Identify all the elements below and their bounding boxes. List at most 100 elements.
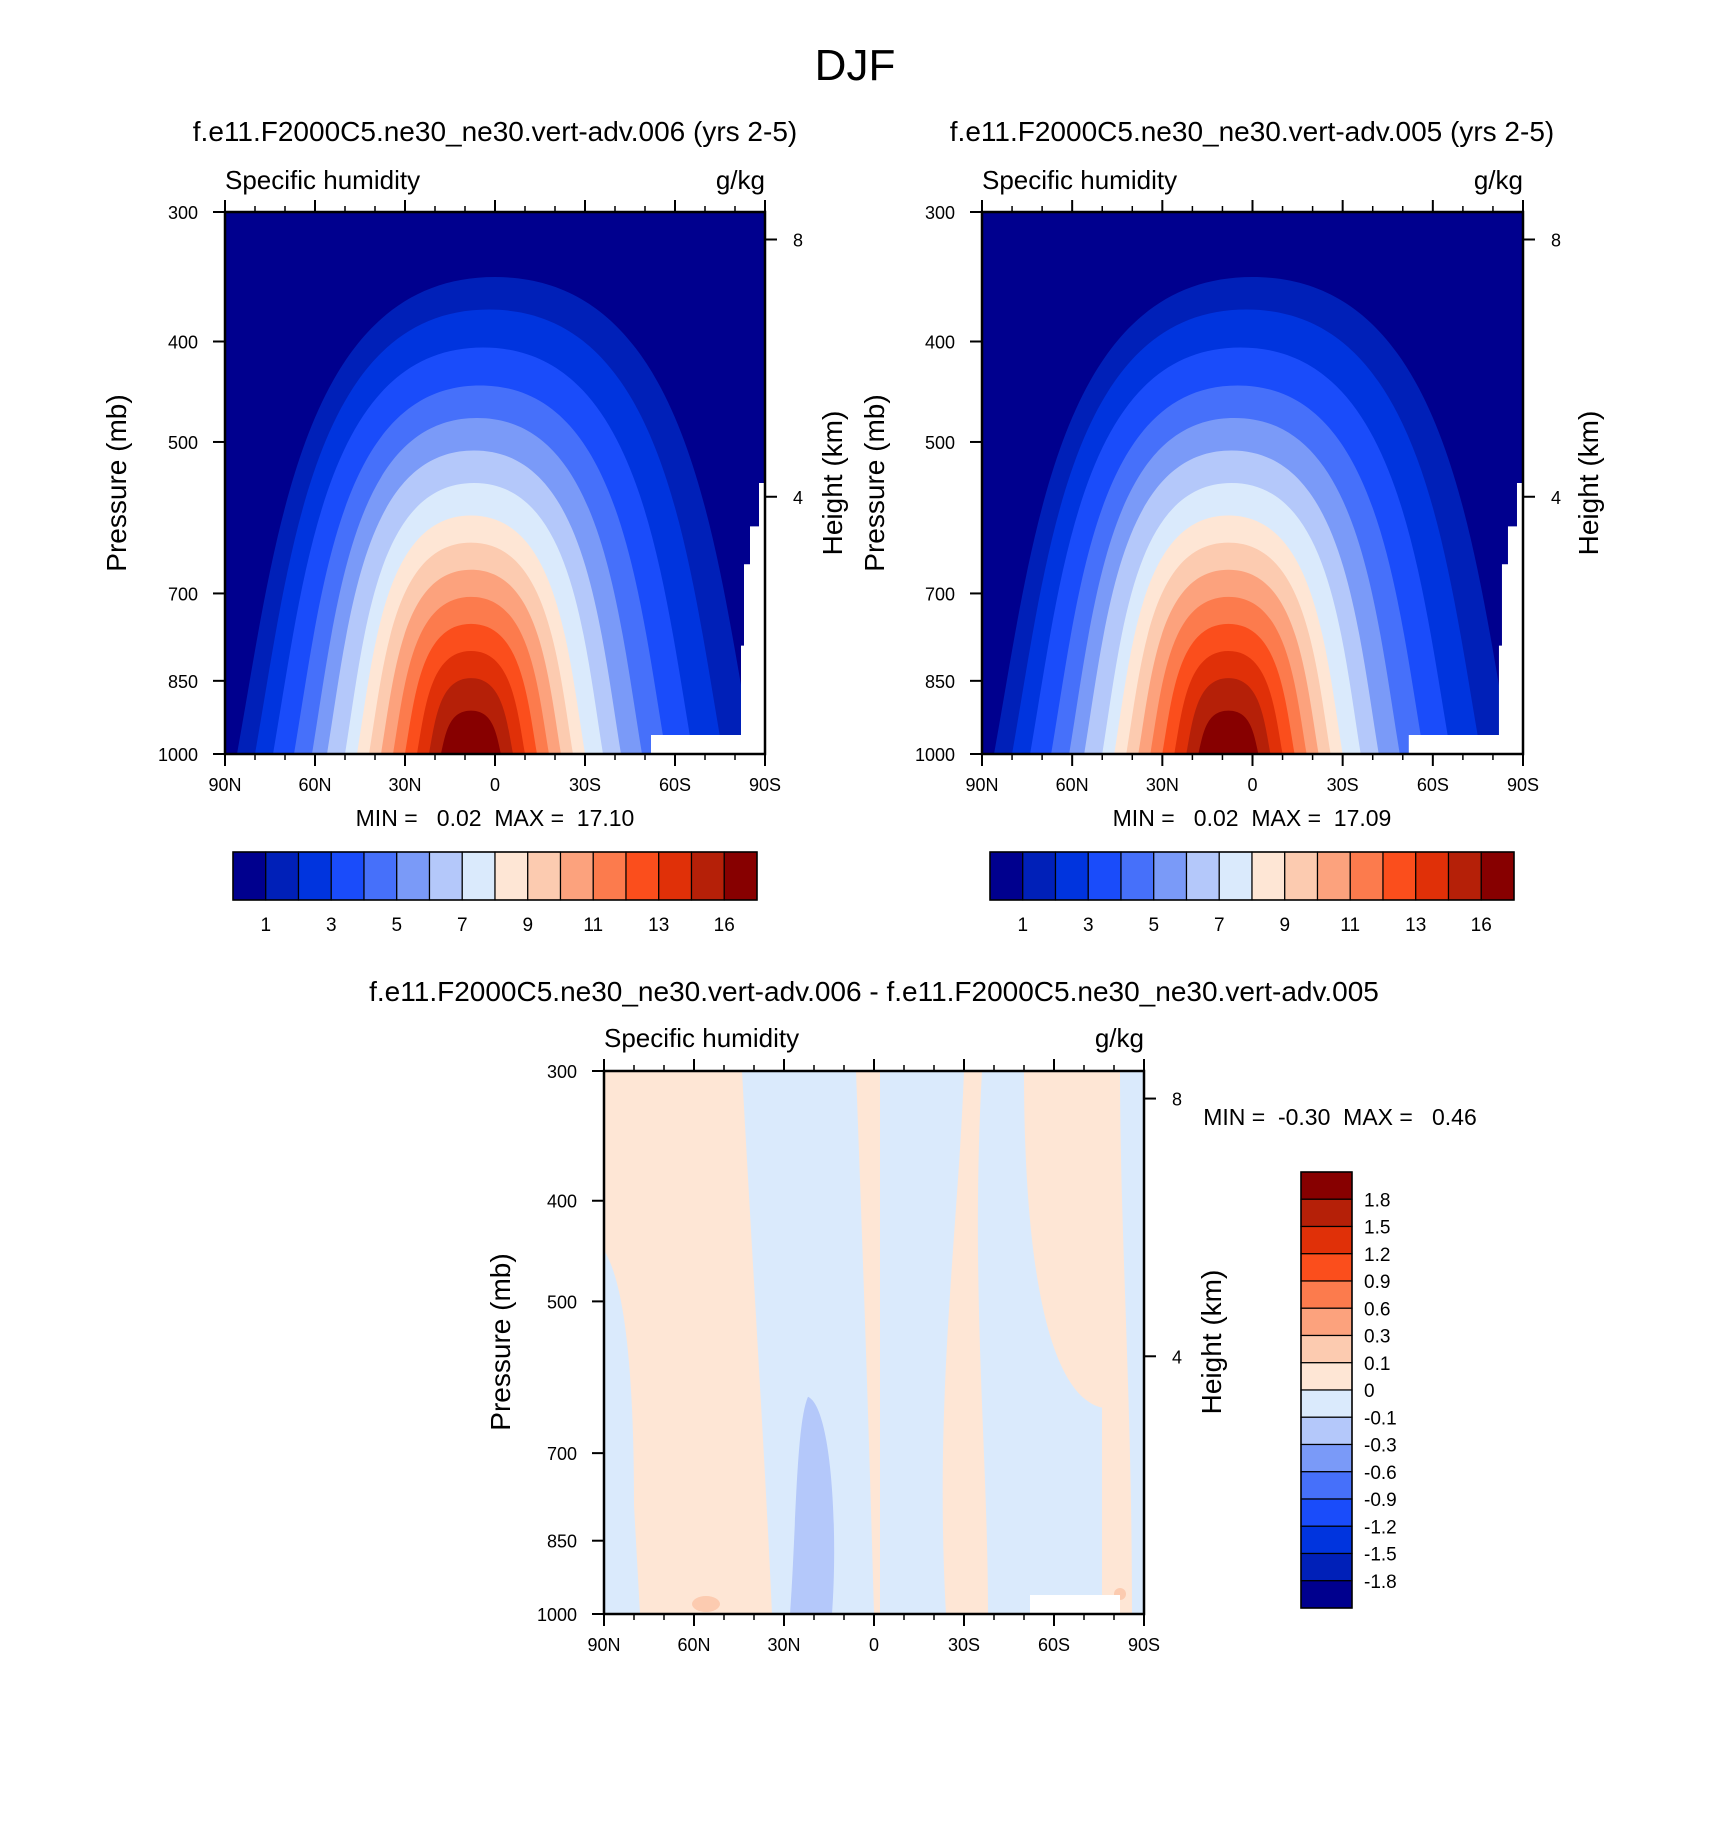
- colorbar-label: 3: [326, 915, 337, 936]
- colorbar-swatch: [1300, 1552, 1353, 1582]
- colorbar-swatch: [363, 851, 398, 901]
- x-tick-label: 30N: [1146, 775, 1179, 795]
- colorbar-swatch: [1300, 1307, 1353, 1337]
- y-axis-label: Pressure (mb): [859, 394, 890, 571]
- colorbar-label: 13: [1405, 915, 1426, 936]
- colorbar-label: 5: [391, 915, 402, 936]
- y2-axis-label: Height (km): [817, 411, 848, 556]
- colorbar-swatch: [1300, 1580, 1353, 1609]
- colorbar-swatch: [690, 851, 725, 901]
- min-max-stats: MIN = 0.02 MAX = 17.10: [356, 805, 635, 831]
- colorbar-swatch: [1349, 851, 1384, 901]
- contour-band: [604, 1250, 640, 1614]
- colorbar-label: 1.8: [1364, 1190, 1390, 1211]
- colorbar-swatch: [1251, 851, 1286, 901]
- left-string: Specific humidity: [225, 165, 420, 195]
- colorbar-label: -0.1: [1364, 1408, 1397, 1429]
- y-tick-label: 400: [925, 333, 955, 353]
- x-tick-label: 60S: [1038, 1635, 1070, 1655]
- colorbar-swatch: [1300, 1525, 1353, 1555]
- colorbar-swatch: [1300, 1334, 1353, 1364]
- left-string: Specific humidity: [982, 165, 1177, 195]
- contour-band: [692, 1596, 720, 1612]
- contour-band: [1120, 1071, 1144, 1614]
- colorbar-label: 7: [457, 915, 468, 936]
- contour-band: [1198, 710, 1259, 754]
- colorbar-swatch: [1022, 851, 1057, 901]
- colorbar-swatch: [1300, 1416, 1353, 1446]
- contour-field: [225, 212, 765, 754]
- colorbar-swatch: [1300, 1171, 1353, 1200]
- y2-tick-label: 4: [1551, 488, 1561, 508]
- colorbar-label: 0: [1364, 1381, 1375, 1402]
- colorbar-label: 1.2: [1364, 1245, 1390, 1266]
- colorbar-label: 0.9: [1364, 1272, 1390, 1293]
- colorbar-label: 1: [1017, 915, 1028, 936]
- colorbar-label: 16: [1471, 915, 1492, 936]
- axes: 90N 60N 30N 0 30S 60S 90S 300 400 500 700 850 1000 8 4: [537, 1059, 1182, 1655]
- min-max-stats: MIN = -0.30 MAX = 0.46: [1203, 1104, 1477, 1130]
- colorbar-label: 7: [1214, 915, 1225, 936]
- colorbar-swatch: [1300, 1471, 1353, 1500]
- colorbar-swatch: [527, 851, 562, 901]
- y-tick-label: 700: [925, 584, 955, 604]
- colorbar-label: -0.3: [1364, 1436, 1397, 1457]
- colorbar-label: 1.5: [1364, 1218, 1390, 1239]
- colorbar-swatch: [1382, 851, 1417, 901]
- orography-mask: [1408, 483, 1523, 754]
- colorbar-swatch: [1316, 851, 1351, 901]
- colorbar-swatch: [1185, 851, 1220, 901]
- colorbar-swatch: [592, 851, 627, 901]
- colorbar: 1 3 5 7 9 11 13 16: [989, 851, 1515, 936]
- x-tick-label: 90S: [1128, 1635, 1160, 1655]
- axes: 90N 60N 30N 0 30S 60S 90S 300 400 500 700 850 1000 8 4: [915, 200, 1561, 795]
- colorbar-label: 1: [260, 915, 271, 936]
- y-tick-label: 700: [168, 584, 198, 604]
- y-tick-label: 400: [168, 333, 198, 353]
- x-tick-label: 30S: [948, 1635, 980, 1655]
- y-tick-label: 1000: [537, 1605, 577, 1625]
- colorbar-label: 16: [714, 915, 735, 936]
- figure-title: DJF: [815, 41, 896, 90]
- colorbar-label: 9: [1279, 915, 1290, 936]
- colorbar-swatch: [461, 851, 496, 901]
- x-tick-label: 0: [490, 775, 500, 795]
- contour-band: [977, 1071, 1102, 1614]
- y2-tick-label: 8: [1551, 231, 1561, 251]
- colorbar-frame: [1300, 1171, 1353, 1609]
- colorbar-label: 9: [522, 915, 533, 936]
- y2-axis-label: Height (km): [1573, 411, 1604, 556]
- contour-field: [982, 212, 1523, 754]
- y2-tick-label: 8: [1172, 1090, 1182, 1110]
- colorbar-swatch: [297, 851, 332, 901]
- colorbar-label: 0.6: [1364, 1299, 1390, 1320]
- y2-tick-label: 4: [1172, 1347, 1182, 1367]
- colorbar-frame: [989, 851, 1515, 901]
- colorbar-swatch: [232, 851, 267, 901]
- y-tick-label: 400: [547, 1192, 577, 1212]
- y2-tick-label: 8: [793, 231, 803, 251]
- panel-subtitle: f.e11.F2000C5.ne30_ne30.vert-adv.006 - f…: [369, 976, 1379, 1007]
- colorbar-label: 11: [583, 915, 603, 936]
- contour-band: [880, 1071, 964, 1614]
- orography-mask: [651, 483, 765, 754]
- y-tick-label: 1000: [158, 745, 198, 765]
- x-tick-label: 60N: [677, 1635, 710, 1655]
- colorbar-swatch: [1300, 1280, 1353, 1309]
- orography-mask: [1030, 1594, 1120, 1614]
- y-axis-label: Pressure (mb): [485, 1253, 516, 1430]
- colorbar-label: 13: [648, 915, 669, 936]
- contour-field: [604, 1071, 1144, 1614]
- panel-subtitle: f.e11.F2000C5.ne30_ne30.vert-adv.006 (yr…: [193, 116, 797, 147]
- y-tick-label: 500: [547, 1292, 577, 1312]
- x-tick-label: 60S: [659, 775, 691, 795]
- colorbar-swatch: [1480, 851, 1515, 901]
- contour-band: [441, 710, 501, 754]
- colorbar: 1.8 1.5 1.2 0.9 0.6 0.3 0.1 0 -0.1 -0.3 -0.6 -0.9 -1…: [1300, 1171, 1397, 1609]
- colorbar-swatch: [1300, 1389, 1353, 1418]
- y-tick-label: 850: [547, 1532, 577, 1552]
- x-tick-label: 0: [869, 1635, 879, 1655]
- colorbar-label: 0.1: [1364, 1354, 1390, 1375]
- y-tick-label: 300: [925, 203, 955, 223]
